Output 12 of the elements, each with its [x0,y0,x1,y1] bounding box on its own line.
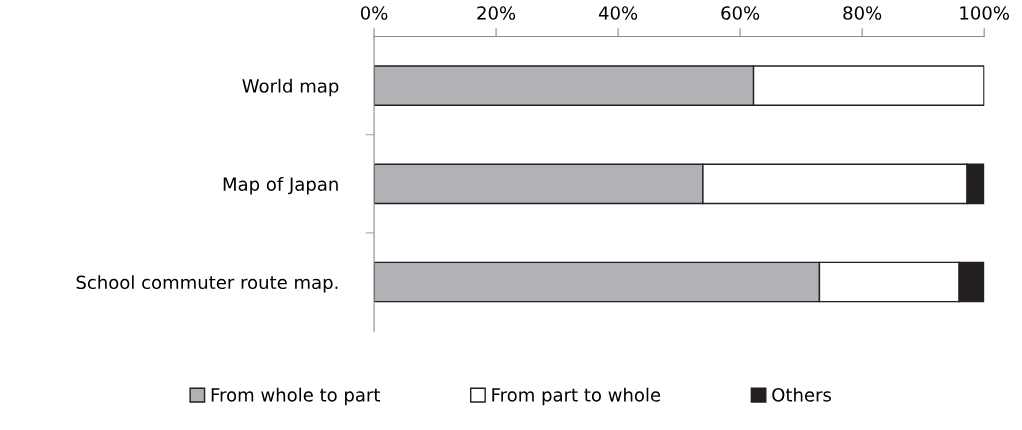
y-tick-label: School commuter route map. [76,275,338,293]
y-tick-label: World map [242,78,339,97]
y-tick-label: Map of Japan [223,176,338,195]
legend-label: From part to whole [492,387,661,406]
x-tick-label: 0% [360,6,388,20]
legend-label: Others [772,387,831,402]
x-tick-label: 60% [721,6,760,20]
legend-label: From whole to part [211,387,381,406]
x-tick-label: 80% [843,6,882,20]
x-tick-label: 20% [477,6,516,20]
x-tick-label: 40% [598,6,638,20]
x-tick-label: 100% [960,6,1009,20]
